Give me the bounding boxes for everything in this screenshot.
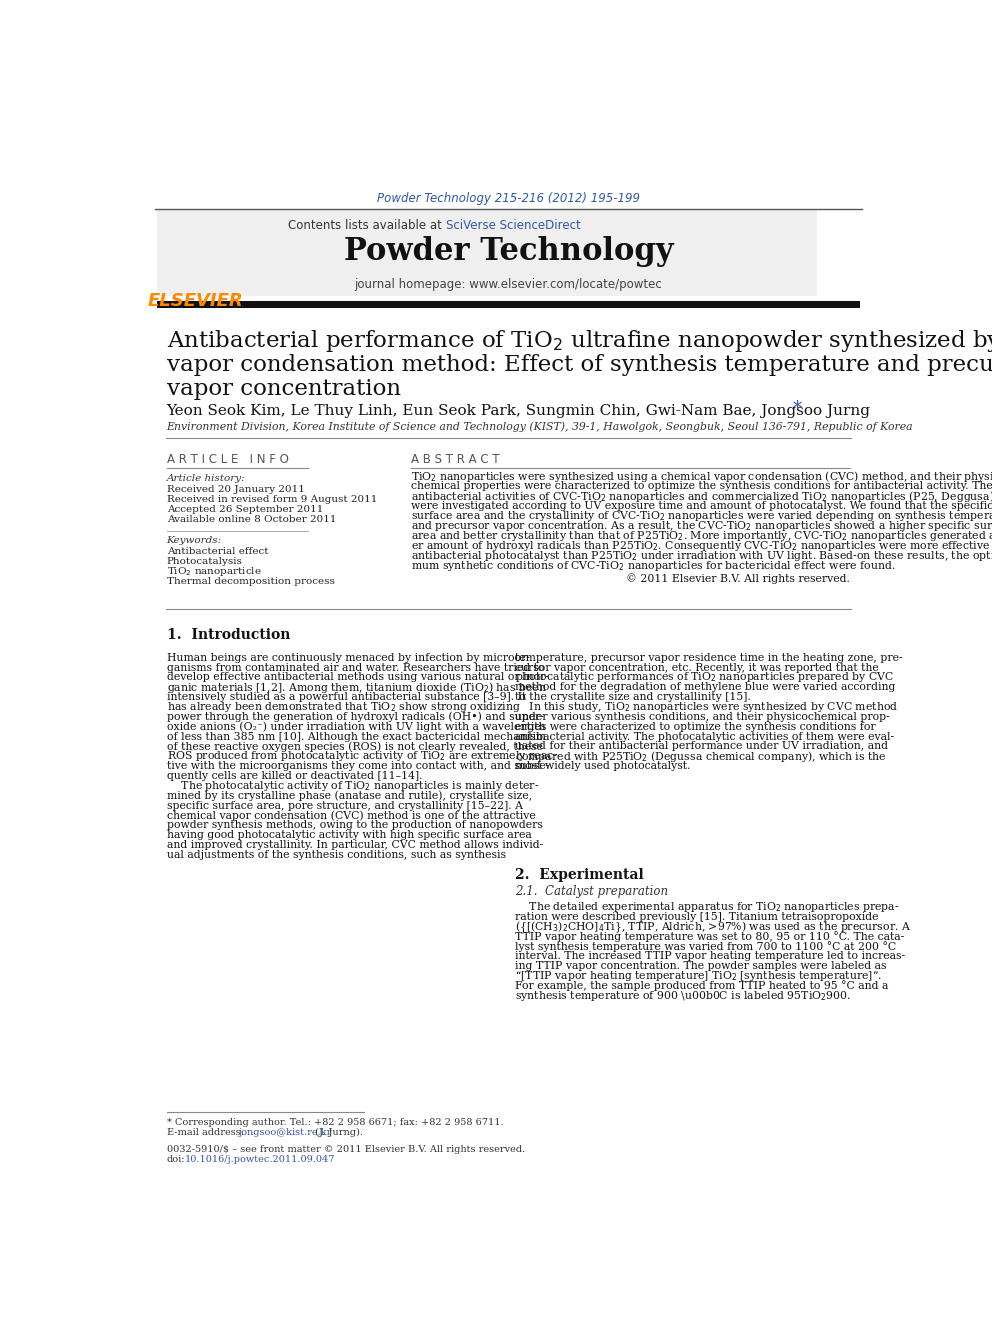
Text: ing TTIP vapor concentration. The powder samples were labeled as: ing TTIP vapor concentration. The powder…: [516, 962, 887, 971]
Text: 2.  Experimental: 2. Experimental: [516, 868, 644, 882]
Text: Article history:: Article history:: [167, 474, 245, 483]
Text: interval. The increased TTIP vapor heating temperature led to increas-: interval. The increased TTIP vapor heati…: [516, 951, 906, 962]
Text: Thermal decomposition process: Thermal decomposition process: [167, 577, 334, 586]
Text: ual adjustments of the synthesis conditions, such as synthesis: ual adjustments of the synthesis conditi…: [167, 849, 506, 860]
Text: quently cells are killed or deactivated [11–14].: quently cells are killed or deactivated …: [167, 771, 423, 781]
Text: doi:: doi:: [167, 1155, 186, 1164]
Text: ({[(CH$_3$)$_2$CHO]$_4$Ti}, TTIP, Aldrich, >97%) was used as the precursor. A: ({[(CH$_3$)$_2$CHO]$_4$Ti}, TTIP, Aldric…: [516, 919, 912, 934]
Text: ration were described previously [15]. Titanium tetraisopropoxide: ration were described previously [15]. T…: [516, 912, 879, 922]
Text: uated for their antibacterial performance under UV irradiation, and: uated for their antibacterial performanc…: [516, 741, 889, 751]
Text: power through the generation of hydroxyl radicals (OH•) and super-: power through the generation of hydroxyl…: [167, 712, 544, 722]
Text: ganisms from contaminated air and water. Researchers have tried to: ganisms from contaminated air and water.…: [167, 663, 544, 672]
Text: and precursor vapor concentration. As a result, the CVC-TiO$_2$ nanoparticles sh: and precursor vapor concentration. As a …: [411, 519, 992, 533]
Text: 10.1016/j.powtec.2011.09.047: 10.1016/j.powtec.2011.09.047: [185, 1155, 335, 1164]
Text: method for the degradation of methylene blue were varied according: method for the degradation of methylene …: [516, 683, 896, 692]
Text: 1.  Introduction: 1. Introduction: [167, 627, 290, 642]
Text: *: *: [793, 400, 802, 418]
Text: surface area and the crystallinity of CVC-TiO$_2$ nanoparticles were varied depe: surface area and the crystallinity of CV…: [411, 509, 992, 523]
Text: specific surface area, pore structure, and crystallinity [15–22]. A: specific surface area, pore structure, a…: [167, 800, 523, 811]
Text: Received 20 January 2011: Received 20 January 2011: [167, 484, 305, 493]
Text: having good photocatalytic activity with high specific surface area: having good photocatalytic activity with…: [167, 830, 532, 840]
Text: erties were characterized to optimize the synthesis conditions for: erties were characterized to optimize th…: [516, 722, 876, 732]
Text: journal homepage: www.elsevier.com/locate/powtec: journal homepage: www.elsevier.com/locat…: [354, 278, 663, 291]
Text: (J. Jurng).: (J. Jurng).: [312, 1129, 363, 1138]
Text: synthesis temperature of 900 \u00b0C is labeled 95TiO$_2$900.: synthesis temperature of 900 \u00b0C is …: [516, 988, 851, 1003]
Text: intensively studied as a powerful antibacterial substance [3–9]. It: intensively studied as a powerful antiba…: [167, 692, 526, 703]
Text: Powder Technology 215-216 (2012) 195-199: Powder Technology 215-216 (2012) 195-199: [377, 192, 640, 205]
Text: tive with the microorganisms they come into contact with, and subse-: tive with the microorganisms they come i…: [167, 761, 549, 771]
Text: Available online 8 October 2011: Available online 8 October 2011: [167, 515, 336, 524]
Text: to the crystallite size and crystallinity [15].: to the crystallite size and crystallinit…: [516, 692, 751, 703]
Text: Yeon Seok Kim, Le Thuy Linh, Eun Seok Park, Sungmin Chin, Gwi-Nam Bae, Jongsoo J: Yeon Seok Kim, Le Thuy Linh, Eun Seok Pa…: [167, 404, 871, 418]
Text: develop effective antibacterial methods using various natural or inor-: develop effective antibacterial methods …: [167, 672, 549, 683]
Text: Powder Technology: Powder Technology: [343, 235, 674, 267]
Text: 2.1.  Catalyst preparation: 2.1. Catalyst preparation: [516, 885, 669, 898]
Text: A R T I C L E   I N F O: A R T I C L E I N F O: [167, 452, 289, 466]
Text: SciVerse ScienceDirect: SciVerse ScienceDirect: [445, 220, 580, 233]
Text: mined by its crystalline phase (anatase and rutile), crystallite size,: mined by its crystalline phase (anatase …: [167, 790, 532, 800]
Text: Keywords:: Keywords:: [167, 536, 222, 545]
Text: In this study, TiO$_2$ nanoparticles were synthesized by CVC method: In this study, TiO$_2$ nanoparticles wer…: [516, 700, 899, 714]
Text: under various synthesis conditions, and their physicochemical prop-: under various synthesis conditions, and …: [516, 712, 890, 722]
Text: The photocatalytic activity of TiO$_2$ nanoparticles is mainly deter-: The photocatalytic activity of TiO$_2$ n…: [167, 779, 539, 792]
Text: TTIP vapor heating temperature was set to 80, 95 or 110 °C. The cata-: TTIP vapor heating temperature was set t…: [516, 931, 905, 942]
Text: most widely used photocatalyst.: most widely used photocatalyst.: [516, 761, 690, 771]
Text: A B S T R A C T: A B S T R A C T: [411, 452, 499, 466]
Text: Antibacterial effect: Antibacterial effect: [167, 546, 268, 556]
Text: Contents lists available at: Contents lists available at: [288, 220, 445, 233]
Text: TiO$_2$ nanoparticles were synthesized using a chemical vapor condensation (CVC): TiO$_2$ nanoparticles were synthesized u…: [411, 468, 992, 483]
Text: antibacterial activity. The photocatalytic activities of them were eval-: antibacterial activity. The photocatalyt…: [516, 732, 895, 742]
Text: ganic materials [1,2]. Among them, titanium dioxide (TiO$_2$) has been: ganic materials [1,2]. Among them, titan…: [167, 680, 547, 695]
Text: E-mail address:: E-mail address:: [167, 1129, 247, 1138]
Text: oxide anions (O₂⁻) under irradiation with UV light with a wavelength: oxide anions (O₂⁻) under irradiation wit…: [167, 721, 546, 732]
FancyBboxPatch shape: [157, 209, 816, 296]
Text: Antibacterial performance of TiO$_2$ ultrafine nanopowder synthesized by a chemi: Antibacterial performance of TiO$_2$ ult…: [167, 328, 992, 355]
Text: vapor condensation method: Effect of synthesis temperature and precursor: vapor condensation method: Effect of syn…: [167, 355, 992, 376]
Text: TiO$_2$ nanoparticle: TiO$_2$ nanoparticle: [167, 565, 262, 578]
Text: cursor vapor concentration, etc. Recently, it was reported that the: cursor vapor concentration, etc. Recentl…: [516, 663, 879, 672]
Text: photocatalytic performances of TiO$_2$ nanoparticles prepared by CVC: photocatalytic performances of TiO$_2$ n…: [516, 671, 895, 684]
Text: For example, the sample produced from TTIP heated to 95 °C and a: For example, the sample produced from TT…: [516, 980, 889, 991]
Text: antibacterial photocatalyst than P25TiO$_2$ under irradiation with UV light. Bas: antibacterial photocatalyst than P25TiO$…: [411, 549, 992, 564]
Text: chemical vapor condensation (CVC) method is one of the attractive: chemical vapor condensation (CVC) method…: [167, 810, 536, 820]
Text: of these reactive oxygen species (ROS) is not clearly revealed, these: of these reactive oxygen species (ROS) i…: [167, 741, 543, 751]
Text: Received in revised form 9 August 2011: Received in revised form 9 August 2011: [167, 495, 377, 504]
Text: area and better crystallinity than that of P25TiO$_2$. More importantly, CVC-TiO: area and better crystallinity than that …: [411, 529, 992, 542]
Text: Photocatalysis: Photocatalysis: [167, 557, 242, 566]
Text: 0032-5910/$ – see front matter © 2011 Elsevier B.V. All rights reserved.: 0032-5910/$ – see front matter © 2011 El…: [167, 1146, 525, 1154]
Text: Accepted 26 September 2011: Accepted 26 September 2011: [167, 504, 323, 513]
Text: temperature, precursor vapor residence time in the heating zone, pre-: temperature, precursor vapor residence t…: [516, 652, 903, 663]
Text: and improved crystallinity. In particular, CVC method allows individ-: and improved crystallinity. In particula…: [167, 840, 543, 849]
Text: * Corresponding author. Tel.: +82 2 958 6671; fax: +82 2 958 6711.: * Corresponding author. Tel.: +82 2 958 …: [167, 1118, 503, 1127]
Text: powder synthesis methods, owing to the production of nanopowders: powder synthesis methods, owing to the p…: [167, 820, 543, 831]
Text: were investigated according to UV exposure time and amount of photocatalyst. We : were investigated according to UV exposu…: [411, 501, 992, 511]
Text: © 2011 Elsevier B.V. All rights reserved.: © 2011 Elsevier B.V. All rights reserved…: [626, 573, 850, 583]
Text: compared with P25TiO$_2$ (Degussa chemical company), which is the: compared with P25TiO$_2$ (Degussa chemic…: [516, 749, 887, 763]
Text: chemical properties were characterized to optimize the synthesis conditions for : chemical properties were characterized t…: [411, 482, 992, 491]
Text: Environment Division, Korea Institute of Science and Technology (KIST), 39-1, Ha: Environment Division, Korea Institute of…: [167, 422, 914, 433]
Text: has already been demonstrated that TiO$_2$ show strong oxidizing: has already been demonstrated that TiO$_…: [167, 700, 521, 714]
Bar: [157, 302, 860, 308]
Text: vapor concentration: vapor concentration: [167, 378, 401, 400]
Text: jongsoo@kist.re.kr: jongsoo@kist.re.kr: [239, 1129, 332, 1138]
Text: lyst synthesis temperature was varied from 700 to 1100 °C at 200 °C: lyst synthesis temperature was varied fr…: [516, 941, 897, 953]
Text: mum synthetic conditions of CVC-TiO$_2$ nanoparticles for bactericidal effect we: mum synthetic conditions of CVC-TiO$_2$ …: [411, 560, 895, 573]
Text: er amount of hydroxyl radicals than P25TiO$_2$. Consequently CVC-TiO$_2$ nanopar: er amount of hydroxyl radicals than P25T…: [411, 538, 992, 553]
Text: The detailed experimental apparatus for TiO$_2$ nanoparticles prepa-: The detailed experimental apparatus for …: [516, 900, 900, 914]
Text: “[TTIP vapor heating temperature] TiO$_2$ [synthesis temperature]”.: “[TTIP vapor heating temperature] TiO$_2…: [516, 970, 883, 983]
Text: ROS produced from photocatalytic activity of TiO$_2$ are extremely reac-: ROS produced from photocatalytic activit…: [167, 749, 558, 763]
Text: Human beings are continuously menaced by infection by microor-: Human beings are continuously menaced by…: [167, 652, 530, 663]
Text: ELSEVIER: ELSEVIER: [148, 292, 243, 310]
Text: antibacterial activities of CVC-TiO$_2$ nanoparticles and commercialized TiO$_2$: antibacterial activities of CVC-TiO$_2$ …: [411, 488, 992, 504]
Text: of less than 385 nm [10]. Although the exact bactericidal mechanism: of less than 385 nm [10]. Although the e…: [167, 732, 546, 742]
